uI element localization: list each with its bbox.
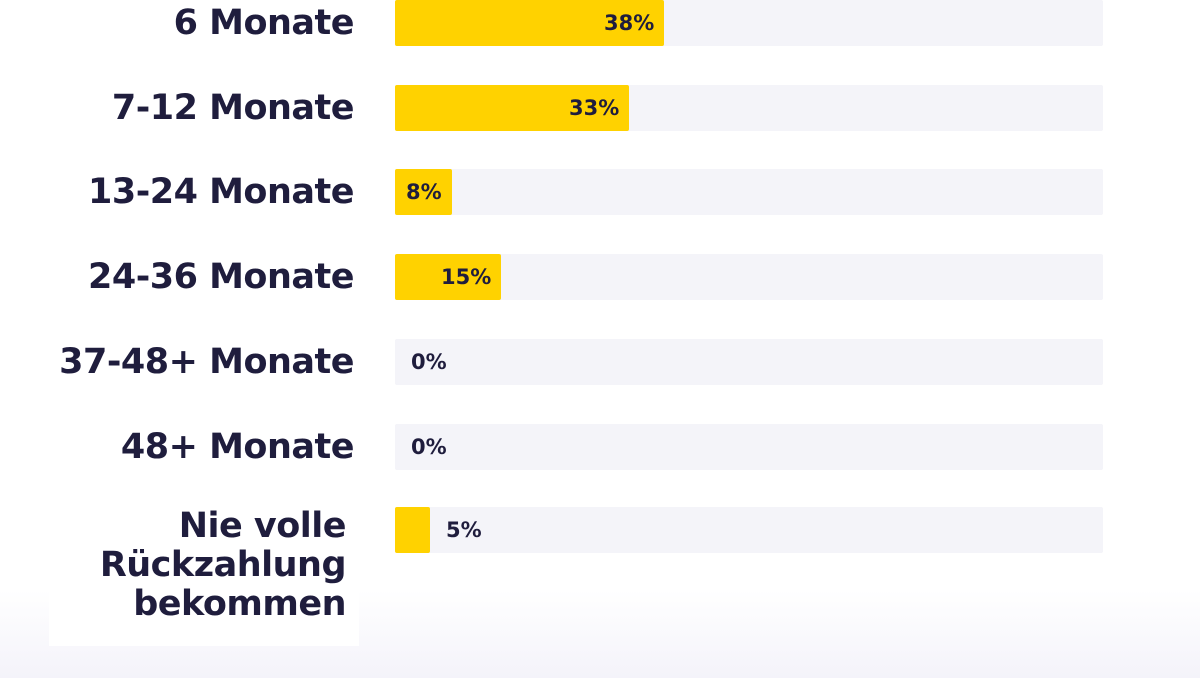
bar-row: 6 Monate 38%: [0, 0, 1200, 46]
category-label: 48+ Monate: [120, 427, 355, 467]
bar-row: 7-12 Monate 33%: [0, 85, 1200, 131]
bar-track: 33%: [395, 85, 1103, 131]
bar-row: Nie volle Rückzahlung bekommen 5%: [0, 507, 1200, 624]
value-label: 0%: [411, 435, 447, 459]
bar: [395, 507, 430, 553]
value-label: 15%: [441, 265, 492, 289]
bar-track: 0%: [395, 424, 1103, 470]
category-label: 37-48+ Monate: [59, 342, 354, 382]
label-background: [49, 502, 359, 646]
bar-row: 24-36 Monate 15%: [0, 254, 1200, 300]
bar: [395, 254, 501, 300]
value-label: 38%: [604, 11, 655, 35]
bar-track: 8%: [395, 169, 1103, 215]
bar: [395, 0, 664, 46]
category-label: 7-12 Monate: [111, 88, 355, 128]
value-label: 8%: [406, 180, 442, 204]
bar: [395, 85, 629, 131]
category-label: Nie volle Rückzahlung bekommen: [99, 506, 347, 624]
value-label: 5%: [446, 518, 482, 542]
bar-track: 38%: [395, 0, 1103, 46]
category-label: 6 Monate: [173, 3, 355, 43]
bar-track: 15%: [395, 254, 1103, 300]
category-label: 24-36 Monate: [87, 257, 355, 297]
value-label: 33%: [569, 96, 620, 120]
bar-row: 37-48+ Monate 0%: [0, 339, 1200, 385]
bar-row: 13-24 Monate 8%: [0, 169, 1200, 215]
bar-row: 48+ Monate 0%: [0, 424, 1200, 470]
bar-track: 0%: [395, 339, 1103, 385]
category-label: 13-24 Monate: [87, 172, 355, 212]
bar-track: 5%: [395, 507, 1103, 553]
bar: [395, 169, 452, 215]
value-label: 0%: [411, 350, 447, 374]
